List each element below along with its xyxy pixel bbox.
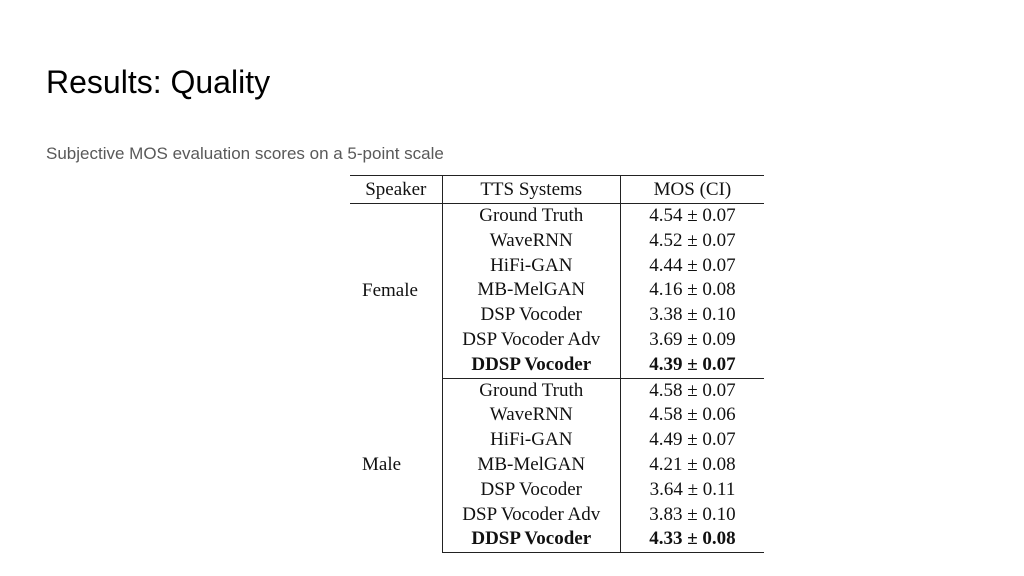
mos-cell: 4.21 ± 0.08 xyxy=(649,453,736,475)
table-row: DSP Vocoder 3.64 ± 0.11 xyxy=(350,477,764,503)
mos-cell: 4.52 ± 0.07 xyxy=(649,229,736,251)
slide-subtitle: Subjective MOS evaluation scores on a 5-… xyxy=(46,144,444,163)
system-cell: WaveRNN xyxy=(442,403,621,429)
table-row: WaveRNN 4.52 ± 0.07 xyxy=(350,228,764,254)
table-row: HiFi-GAN 4.44 ± 0.07 xyxy=(350,253,764,279)
system-cell: DDSP Vocoder xyxy=(442,527,621,554)
mos-cell: 3.64 ± 0.11 xyxy=(649,478,736,500)
mos-cell: 3.38 ± 0.10 xyxy=(649,304,736,326)
table-row: Female Ground Truth 4.54 ± 0.07 xyxy=(350,203,764,379)
system-cell: HiFi-GAN xyxy=(442,253,621,279)
speaker-group-male: Male Ground Truth 4.58 ± 0.07 WaveRNN 4.58 ±… xyxy=(350,378,764,554)
table-row: MB-MelGAN 4.21 ± 0.08 xyxy=(350,452,764,478)
slide-title: Results: Quality xyxy=(46,64,271,100)
mos-cell: 4.49 ± 0.07 xyxy=(649,429,736,451)
mos-cell: 4.44 ± 0.07 xyxy=(649,254,736,276)
mos-cell: 3.83 ± 0.10 xyxy=(649,503,736,525)
table-row: MB-MelGAN 4.16 ± 0.08 xyxy=(350,278,764,304)
system-cell: DDSP Vocoder xyxy=(442,352,621,379)
mos-cell: 4.16 ± 0.08 xyxy=(649,279,736,301)
table-row: DDSP Vocoder 4.39 ± 0.07 xyxy=(350,352,764,379)
speaker-group-female: Female Ground Truth 4.54 ± 0.07 WaveRNN 4.52… xyxy=(350,203,764,379)
table-row: DSP Vocoder Adv 3.83 ± 0.10 xyxy=(350,502,764,528)
system-cell: Ground Truth xyxy=(442,378,621,404)
system-cell: HiFi-GAN xyxy=(442,428,621,453)
table-row: DSP Vocoder Adv 3.69 ± 0.09 xyxy=(350,327,764,353)
table-row: DSP Vocoder 3.38 ± 0.10 xyxy=(350,303,764,328)
table-header: Speaker TTS Systems MOS (CI) xyxy=(350,175,764,204)
header-mos-ci: MOS (CI) xyxy=(620,175,764,204)
table-row: WaveRNN 4.58 ± 0.06 xyxy=(350,403,764,429)
system-cell: MB-MelGAN xyxy=(442,278,621,304)
system-cell: DSP Vocoder Adv xyxy=(442,502,621,528)
table-row: HiFi-GAN 4.49 ± 0.07 xyxy=(350,428,764,453)
system-cell: Ground Truth xyxy=(442,203,621,229)
header-speaker: Speaker xyxy=(350,175,443,204)
header-row: Speaker TTS Systems MOS (CI) xyxy=(350,175,764,204)
mos-cell: 4.58 ± 0.07 xyxy=(649,379,736,401)
speaker-cell: Female xyxy=(350,203,443,379)
system-cell: WaveRNN xyxy=(442,228,621,254)
system-cell: DSP Vocoder xyxy=(442,303,621,328)
mos-results-table: Speaker TTS Systems MOS (CI) Female Groun… xyxy=(350,175,764,554)
mos-cell: 4.33 ± 0.08 xyxy=(620,527,764,554)
table-row: Male Ground Truth 4.58 ± 0.07 xyxy=(350,378,764,553)
system-cell: DSP Vocoder Adv xyxy=(442,327,621,353)
mos-cell: 3.69 ± 0.09 xyxy=(649,328,736,350)
mos-cell: 4.39 ± 0.07 xyxy=(620,352,764,379)
speaker-cell: Male xyxy=(350,378,443,553)
header-tts-systems: TTS Systems xyxy=(442,175,621,204)
table-row: DDSP Vocoder 4.33 ± 0.08 xyxy=(350,527,764,554)
mos-cell: 4.54 ± 0.07 xyxy=(649,205,736,226)
system-cell: MB-MelGAN xyxy=(442,452,621,478)
system-cell: DSP Vocoder xyxy=(442,477,621,503)
mos-cell: 4.58 ± 0.06 xyxy=(649,404,736,426)
